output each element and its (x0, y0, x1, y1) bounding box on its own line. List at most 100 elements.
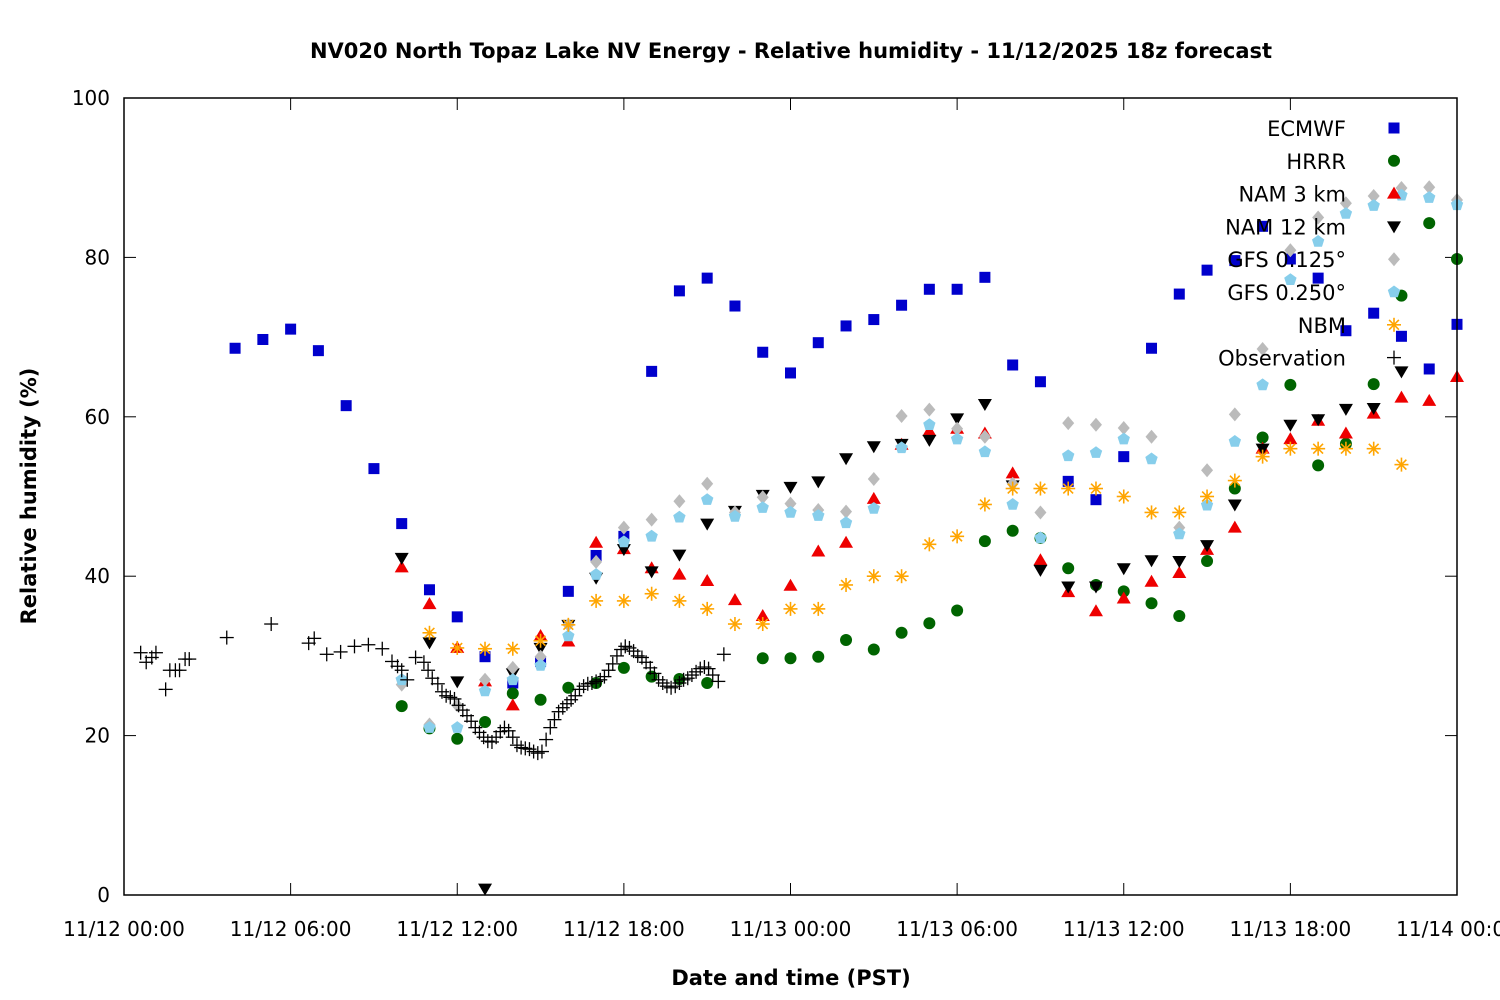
data-point (783, 601, 798, 616)
data-point (1283, 419, 1298, 432)
data-point (1173, 527, 1186, 540)
data-point (319, 647, 334, 662)
data-point (895, 409, 908, 424)
x-tick-label: 11/12 12:00 (396, 917, 518, 941)
data-point (1312, 459, 1325, 472)
data-point (562, 629, 575, 642)
data-point (148, 645, 163, 660)
data-point (506, 673, 519, 686)
legend-marker (1387, 285, 1401, 298)
data-point (1423, 363, 1435, 375)
data-point (811, 476, 826, 489)
data-point (1338, 403, 1353, 416)
data-point (1118, 451, 1130, 463)
data-point (840, 504, 853, 519)
data-point (1088, 604, 1103, 617)
x-tick-label: 11/13 12:00 (1063, 917, 1185, 941)
data-point (1034, 376, 1046, 388)
data-point (1257, 220, 1269, 232)
data-point (757, 346, 769, 358)
data-point (701, 676, 714, 689)
data-point (1312, 210, 1325, 225)
data-point (518, 741, 533, 756)
data-point (1090, 494, 1102, 506)
data-point (1423, 191, 1436, 203)
data-point (1339, 196, 1352, 211)
data-point (1255, 449, 1270, 464)
data-point (840, 633, 853, 646)
data-point (1394, 366, 1409, 379)
data-point (368, 463, 380, 475)
x-tick-label: 11/12 18:00 (563, 917, 685, 941)
data-point (1284, 378, 1297, 391)
data-point (340, 400, 352, 412)
data-point (950, 529, 965, 544)
data-point (1117, 420, 1130, 435)
data-point (705, 668, 720, 683)
data-point (1256, 431, 1269, 444)
data-point (1228, 407, 1241, 422)
data-point (576, 679, 591, 694)
data-point (866, 491, 881, 504)
y-tick-label: 100 (72, 86, 110, 110)
data-point (479, 651, 491, 663)
data-point (1172, 566, 1187, 579)
legend-label: HRRR (1286, 150, 1346, 174)
data-point (408, 650, 423, 665)
data-point (601, 663, 616, 678)
data-point (645, 512, 658, 527)
data-point (756, 490, 769, 505)
data-point (756, 501, 769, 513)
data-point (1283, 432, 1298, 445)
data-point (1368, 307, 1380, 319)
data-point (1227, 499, 1242, 512)
data-point (257, 333, 269, 345)
data-point (867, 643, 880, 656)
data-marks (133, 180, 1464, 896)
data-point (1116, 563, 1131, 576)
data-point (182, 652, 197, 667)
data-point (501, 723, 516, 738)
data-point (394, 663, 409, 678)
data-point (1311, 441, 1326, 456)
data-point (361, 637, 376, 652)
data-point (1227, 473, 1242, 488)
legend-label: NAM 3 km (1238, 183, 1346, 207)
data-point (479, 716, 492, 729)
data-point (700, 518, 715, 531)
data-point (1367, 189, 1380, 204)
data-point (1144, 574, 1159, 587)
data-point (1256, 378, 1269, 391)
data-point (264, 617, 279, 632)
data-point (701, 476, 714, 491)
data-point (614, 642, 629, 657)
data-point (1423, 217, 1436, 230)
data-point (923, 402, 936, 417)
data-point (430, 676, 445, 691)
data-point (1338, 426, 1353, 439)
data-point (812, 509, 825, 521)
series-nbm (422, 441, 1409, 656)
data-point (514, 740, 529, 755)
axis-ticks: 11/12 00:00 11/12 06:00 11/12 12:00 11/12 1… (63, 86, 1500, 941)
data-point (1061, 581, 1076, 594)
data-point (534, 649, 547, 664)
data-point (333, 644, 348, 659)
data-point (923, 418, 936, 430)
data-point (1367, 199, 1380, 211)
data-point (589, 568, 603, 580)
data-point (716, 647, 731, 662)
data-point (451, 732, 464, 745)
data-point (922, 537, 937, 552)
data-point (672, 567, 687, 580)
data-point (439, 688, 454, 703)
legend-marker (1387, 350, 1401, 365)
data-point (158, 682, 173, 697)
data-point (509, 738, 524, 753)
data-point (605, 656, 620, 671)
data-point (617, 661, 630, 674)
data-point (1144, 505, 1159, 520)
data-point (1062, 475, 1074, 487)
legend-label: NBM (1298, 314, 1346, 338)
data-point (1088, 481, 1103, 496)
